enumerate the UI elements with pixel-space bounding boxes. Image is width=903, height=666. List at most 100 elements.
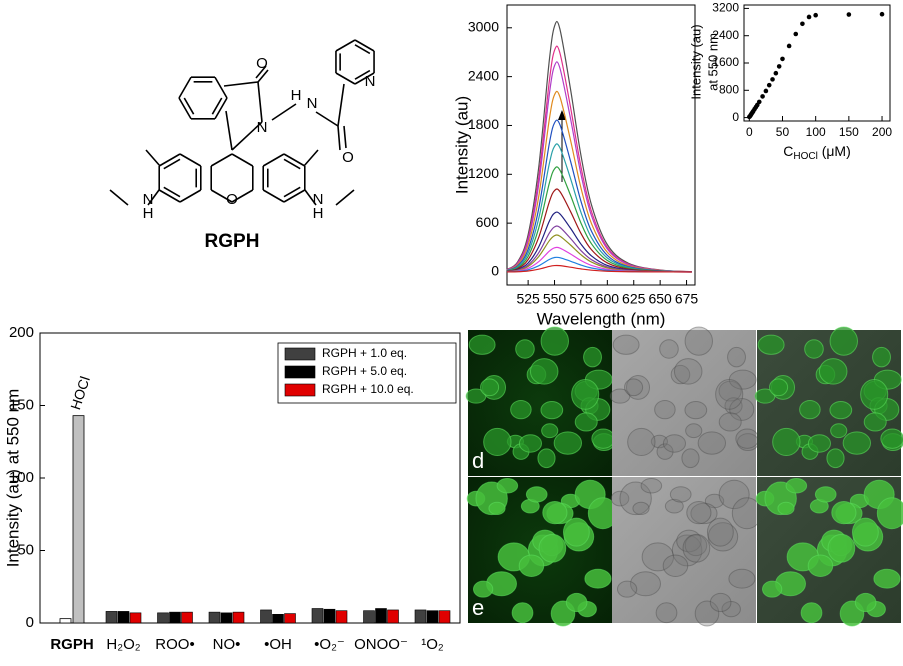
cell: [826, 448, 845, 469]
cell: [829, 326, 858, 356]
bond: [303, 149, 319, 167]
atom-label: N: [143, 191, 154, 208]
cell: [662, 434, 686, 453]
atom-label: H: [291, 87, 302, 104]
x-axis-label-unit: (μM): [818, 143, 851, 159]
x-axis-label: Wavelength (nm): [537, 309, 666, 328]
bond: [343, 125, 347, 149]
cell: [863, 412, 887, 432]
cell: [807, 554, 834, 577]
bar: [363, 610, 375, 624]
cell: [860, 378, 889, 410]
bond: [335, 189, 355, 206]
cell: [574, 412, 598, 432]
cell: [630, 571, 661, 597]
cell: [562, 517, 590, 547]
cell: [515, 339, 535, 359]
bar: [220, 612, 233, 624]
cell: [728, 369, 757, 390]
x-tick-label: 200: [872, 125, 892, 139]
cell: [727, 346, 746, 368]
cell: [799, 400, 821, 420]
cell: [690, 502, 718, 525]
bond: [283, 158, 301, 170]
bond: [231, 153, 254, 167]
cell: [804, 339, 824, 359]
bond: [109, 189, 129, 206]
bond: [271, 103, 297, 121]
atom-label: O: [226, 191, 238, 208]
x-tick-label: NO•: [213, 636, 241, 653]
data-point: [756, 99, 762, 105]
bond: [214, 97, 228, 120]
data-point: [846, 12, 852, 17]
cell: [880, 428, 903, 449]
data-point: [760, 94, 765, 99]
cell: [800, 602, 823, 624]
y-tick-label: 50: [17, 541, 34, 558]
bar: [284, 613, 296, 624]
legend-label: RGPH + 1.0 eq.: [322, 346, 407, 360]
bar: [232, 611, 245, 624]
bond: [337, 125, 341, 151]
bar: [208, 611, 221, 624]
cell: [829, 400, 853, 420]
bond: [304, 189, 317, 206]
y-axis-label: Intensity (au): [452, 96, 471, 194]
cell: [553, 431, 583, 455]
cell: [540, 326, 569, 356]
cell: [511, 602, 534, 624]
cell: [685, 423, 703, 439]
cell: [704, 493, 725, 509]
cell: [625, 375, 651, 400]
bond: [315, 111, 339, 127]
cell: [706, 517, 734, 547]
data-point: [766, 82, 772, 88]
bond: [262, 189, 285, 203]
cell: [565, 592, 588, 613]
bar: [181, 611, 193, 624]
x-tick-label: 0: [746, 125, 753, 139]
bar: [335, 610, 348, 624]
cell: [684, 534, 708, 557]
bond: [214, 76, 228, 99]
atom-label: N: [257, 119, 268, 136]
legend-swatch: [284, 365, 316, 379]
cell: [729, 398, 755, 421]
bond: [354, 72, 375, 85]
cell: [650, 434, 668, 449]
x-axis-label-main: C: [783, 143, 793, 159]
atom-label: N: [313, 191, 324, 208]
cell: [785, 477, 808, 494]
cell: [664, 498, 684, 514]
cell: [518, 554, 545, 577]
cell: [707, 522, 739, 552]
bond: [255, 65, 267, 79]
spectrum-line: [506, 61, 692, 273]
bond: [158, 153, 181, 167]
x-tick-label: 100: [806, 125, 826, 139]
cell: [682, 533, 711, 563]
data-point: [776, 64, 782, 69]
bar: [375, 608, 387, 624]
bar: [438, 610, 451, 624]
bar: [117, 611, 130, 624]
bar: [129, 612, 142, 624]
bond: [354, 39, 375, 52]
bond: [210, 189, 233, 203]
arrow-head: [558, 110, 566, 120]
cell: [510, 400, 532, 420]
panel-label: d: [472, 448, 484, 473]
cell: [684, 326, 713, 356]
x-tick-label: •OH: [264, 636, 292, 653]
y-axis-label: Intensity (au): [688, 24, 703, 99]
spectrum-line: [506, 264, 692, 273]
data-point: [786, 43, 792, 49]
cell: [873, 568, 901, 589]
cell: [876, 497, 903, 530]
bond: [283, 153, 306, 167]
y-tick-label: 2400: [468, 67, 499, 83]
x-axis-label-sub: HOCl: [793, 151, 817, 162]
y-tick-label: 150: [9, 396, 34, 413]
